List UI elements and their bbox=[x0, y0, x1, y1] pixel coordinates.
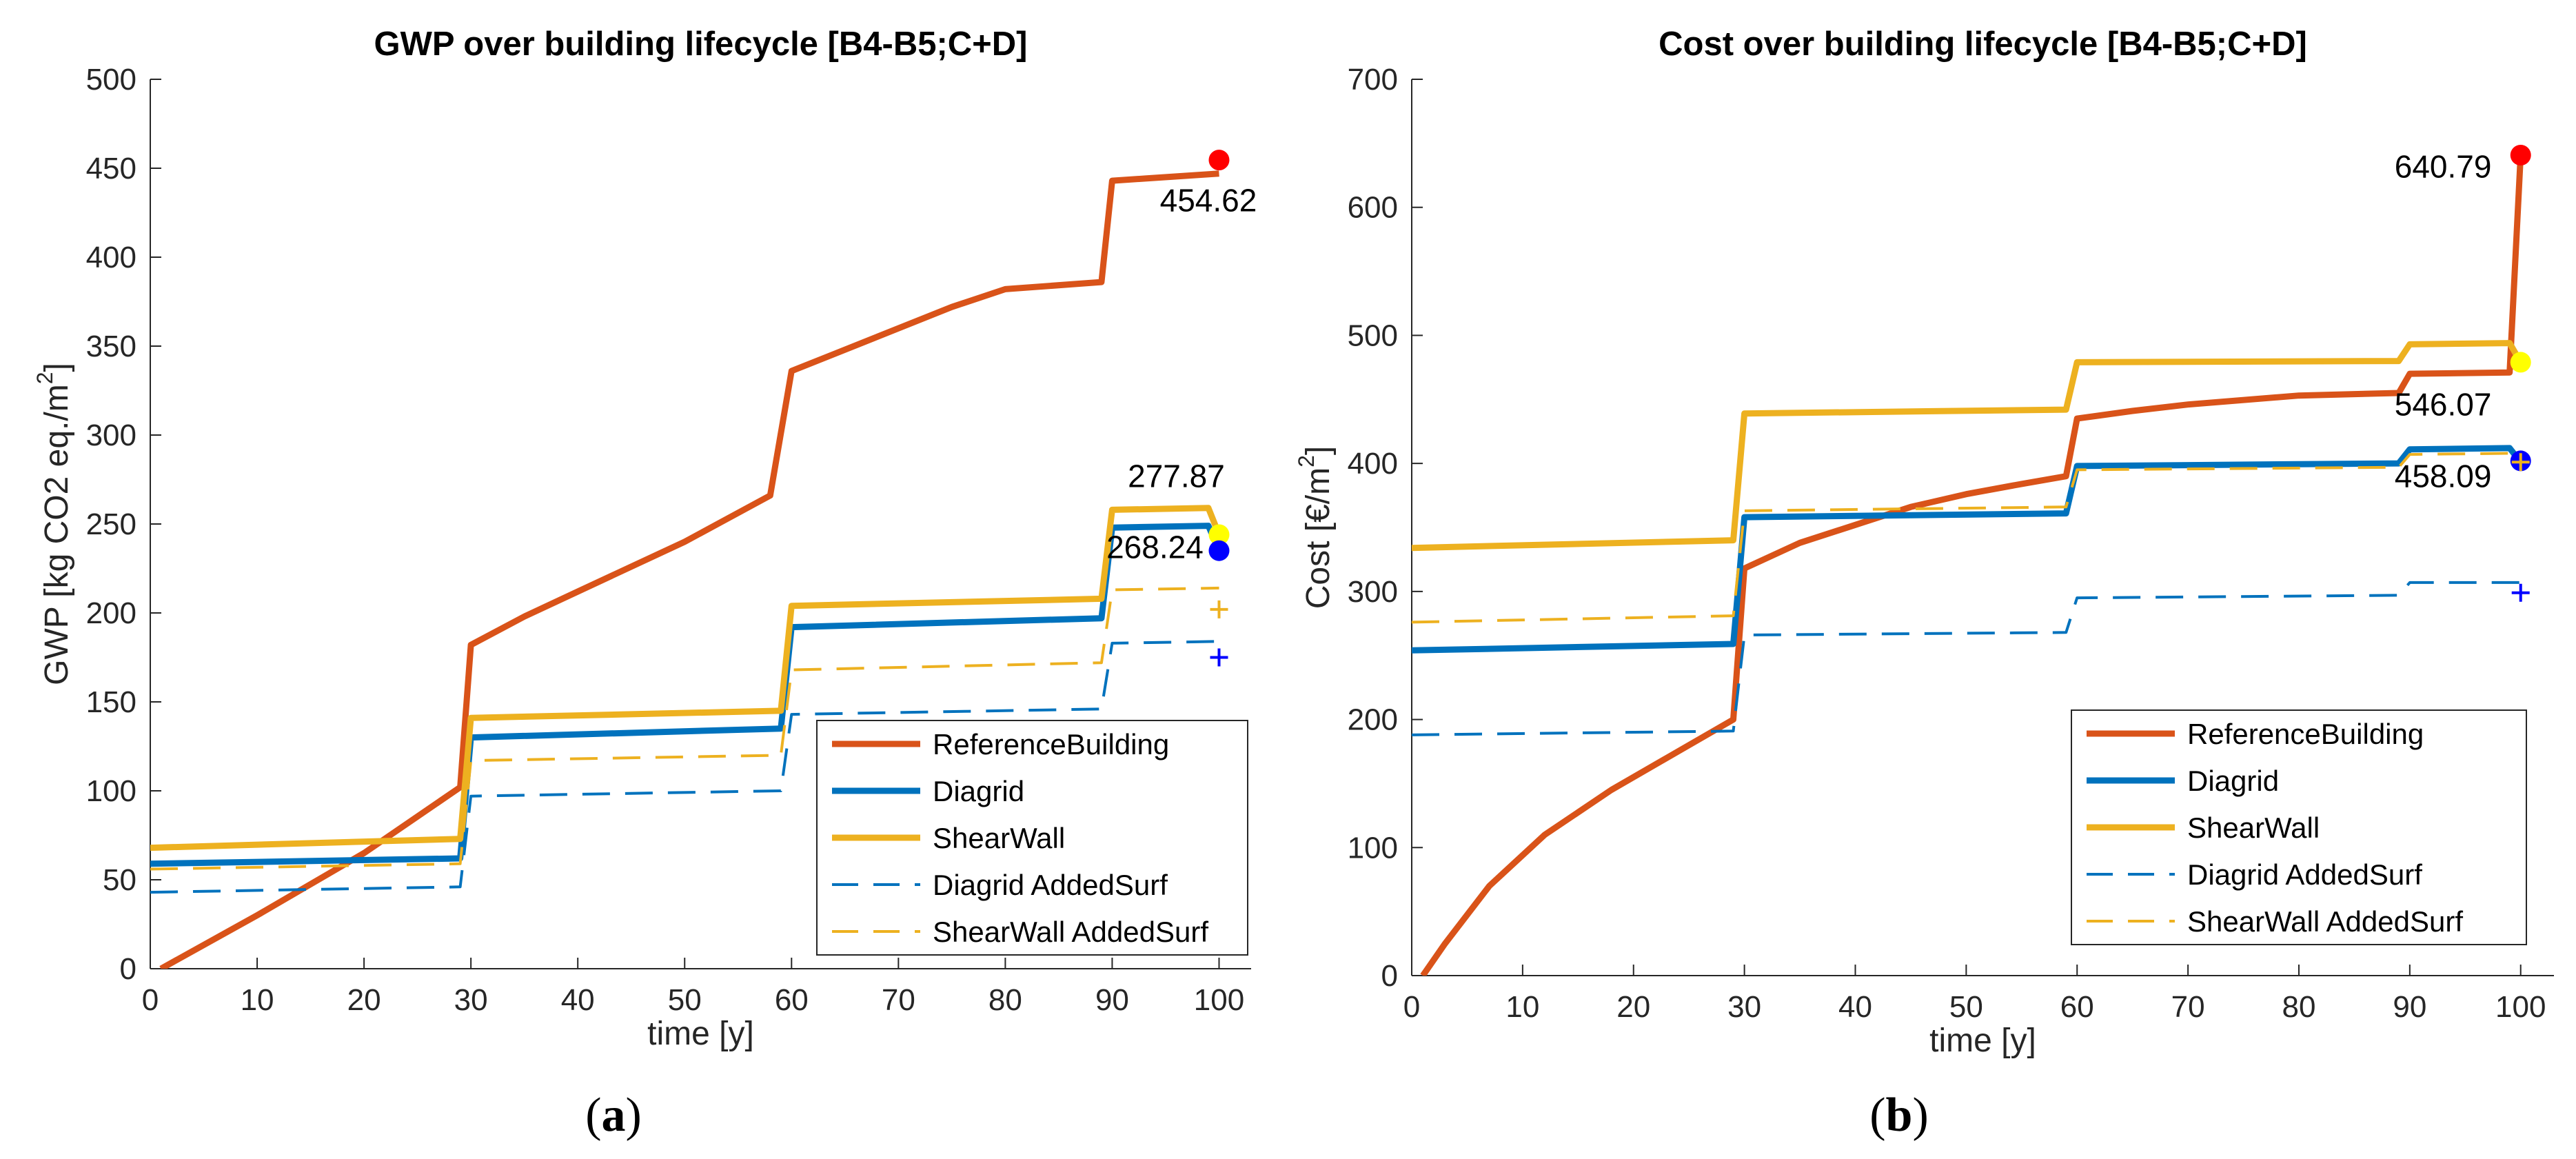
legend-label: Diagrid AddedSurf bbox=[933, 869, 1168, 901]
x-tick-label: 50 bbox=[668, 983, 702, 1017]
legend-label: ReferenceBuilding bbox=[933, 728, 1169, 760]
x-axis-label: time [y] bbox=[647, 1016, 754, 1052]
value-annotation: 277.87 bbox=[1128, 458, 1225, 494]
series-group bbox=[150, 170, 1222, 969]
x-tick-label: 40 bbox=[1838, 990, 1872, 1024]
x-axis-label: time [y] bbox=[1929, 1022, 2036, 1059]
y-tick-label: 200 bbox=[1348, 703, 1398, 737]
y-tick-label: 0 bbox=[120, 952, 136, 986]
end-marker-dot bbox=[1208, 150, 1230, 171]
end-marker-plus bbox=[2511, 583, 2530, 602]
chart-title: GWP over building lifecycle [B4-B5;C+D] bbox=[374, 26, 1028, 63]
y-tick-label: 500 bbox=[1348, 319, 1398, 352]
end-marker-plus bbox=[2511, 453, 2530, 472]
legend-label: Diagrid bbox=[933, 775, 1024, 807]
y-tick-label: 150 bbox=[86, 685, 136, 719]
chart-title: Cost over building lifecycle [B4-B5;C+D] bbox=[1659, 26, 2307, 63]
legend-label: Diagrid AddedSurf bbox=[2187, 858, 2422, 891]
y-axis-label: GWP [kg CO2 eq./m2] bbox=[32, 363, 75, 685]
y-axis-label-main: Cost [€/m bbox=[1300, 467, 1337, 609]
series-line-shearwall-addedsurf bbox=[1412, 452, 2521, 624]
series-line-diagrid-addedsurf bbox=[150, 640, 1219, 894]
series-line-diagrid bbox=[1412, 445, 2524, 654]
x-tick-label: 50 bbox=[1949, 990, 1983, 1024]
series-line-referencebuilding bbox=[159, 170, 1219, 969]
y-tick-label: 350 bbox=[86, 330, 136, 363]
series-group bbox=[1412, 154, 2524, 976]
x-tick-label: 100 bbox=[1194, 983, 1244, 1017]
end-marker-dot bbox=[2510, 144, 2531, 165]
y-tick-label: 100 bbox=[86, 774, 136, 808]
end-marker-dot bbox=[2510, 352, 2531, 373]
x-tick-label: 100 bbox=[2495, 990, 2546, 1024]
panel-label: (b) bbox=[1869, 1089, 1929, 1142]
y-tick-label: 400 bbox=[86, 241, 136, 274]
series-line-referencebuilding bbox=[1420, 154, 2524, 976]
x-tick-label: 10 bbox=[1505, 990, 1539, 1024]
y-tick-label: 50 bbox=[103, 863, 136, 897]
end-marker-plus bbox=[1210, 600, 1228, 618]
y-tick-label: 250 bbox=[86, 507, 136, 541]
y-axis-label-sup: 2 bbox=[32, 372, 57, 384]
x-tick-label: 80 bbox=[2282, 990, 2316, 1024]
series-line-shearwall bbox=[1412, 340, 2524, 552]
x-tick-label: 40 bbox=[561, 983, 595, 1017]
y-tick-label: 100 bbox=[1348, 831, 1398, 865]
y-tick-label: 450 bbox=[86, 152, 136, 185]
panel-label: (a) bbox=[585, 1089, 642, 1142]
x-tick-label: 90 bbox=[1095, 983, 1129, 1017]
legend-label: ShearWall AddedSurf bbox=[933, 916, 1208, 948]
y-tick-label: 500 bbox=[86, 63, 136, 97]
end-marker-plus bbox=[1210, 648, 1228, 667]
end-marker-dot bbox=[1208, 524, 1230, 545]
chart-panel-a: 0 10 20 30 40 50 60 70 80 90 100 0 50 100 150 200 250 300… bbox=[32, 26, 1257, 1142]
legend: ReferenceBuilding Diagrid ShearWall Diagrid… bbox=[816, 720, 1248, 956]
y-tick-label: 300 bbox=[86, 419, 136, 452]
end-marker-dot bbox=[1208, 540, 1230, 561]
y-tick-label: 200 bbox=[86, 596, 136, 630]
series-line-shearwall-addedsurf bbox=[150, 586, 1219, 871]
x-tick-label: 60 bbox=[775, 983, 809, 1017]
x-tick-label: 70 bbox=[2171, 990, 2205, 1024]
y-tick-label: 600 bbox=[1348, 191, 1398, 225]
y-axis-label-close: ] bbox=[39, 363, 75, 372]
y-axis-label-main: GWP [kg CO2 eq./m bbox=[39, 384, 75, 685]
x-tick-label: 30 bbox=[454, 983, 488, 1017]
series-line-diagrid-addedsurf bbox=[1412, 581, 2521, 736]
x-tick-label: 70 bbox=[882, 983, 915, 1017]
y-tick-label: 300 bbox=[1348, 575, 1398, 609]
legend-label: Diagrid bbox=[2187, 765, 2279, 797]
x-tick-label: 30 bbox=[1727, 990, 1761, 1024]
chart-panel-b: 0 10 20 30 40 50 60 70 80 90 100 0 100 200 300 400 500 60… bbox=[1294, 26, 2554, 1142]
x-tick-label: 20 bbox=[1616, 990, 1650, 1024]
legend-label: ShearWall bbox=[933, 822, 1065, 854]
x-tick-label: 20 bbox=[347, 983, 381, 1017]
panel-label-letter: a bbox=[602, 1089, 626, 1142]
y-tick-label: 400 bbox=[1348, 447, 1398, 481]
value-annotation: 546.07 bbox=[2395, 387, 2492, 423]
y-axis-label-sup: 2 bbox=[1294, 455, 1319, 467]
x-tick-label: 10 bbox=[241, 983, 274, 1017]
legend-label: ReferenceBuilding bbox=[2187, 718, 2424, 750]
x-tick-label: 60 bbox=[2060, 990, 2094, 1024]
x-tick-label: 0 bbox=[142, 983, 159, 1017]
y-axis-label-close: ] bbox=[1300, 446, 1337, 455]
legend-box bbox=[2071, 709, 2527, 945]
x-tick-label: 90 bbox=[2393, 990, 2426, 1024]
y-tick-label: 0 bbox=[1381, 959, 1398, 993]
legend-label: ShearWall AddedSurf bbox=[2187, 905, 2463, 938]
y-axis-label: Cost [€/m2] bbox=[1294, 446, 1337, 609]
value-annotation: 268.24 bbox=[1106, 530, 1204, 565]
panel-label-letter: b bbox=[1886, 1089, 1913, 1142]
legend-label: ShearWall bbox=[2187, 812, 2320, 844]
value-annotation: 458.09 bbox=[2395, 458, 2492, 494]
x-tick-label: 80 bbox=[988, 983, 1022, 1017]
y-tick-label: 700 bbox=[1348, 63, 1398, 97]
value-annotation: 454.62 bbox=[1160, 182, 1257, 218]
value-annotation: 640.79 bbox=[2395, 148, 2492, 184]
legend: ReferenceBuilding Diagrid ShearWall Diagrid… bbox=[2071, 709, 2527, 945]
series-line-shearwall bbox=[150, 505, 1222, 851]
x-tick-label: 0 bbox=[1403, 990, 1420, 1024]
